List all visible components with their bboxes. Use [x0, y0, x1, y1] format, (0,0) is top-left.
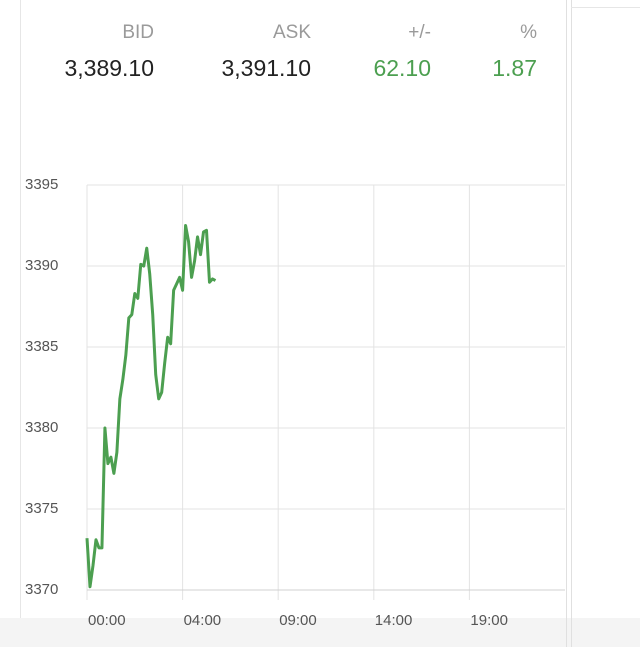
x-tick-label: 19:00: [470, 612, 508, 629]
quote-value: 1.87: [492, 55, 537, 81]
y-tick-label: 3375: [25, 500, 58, 517]
footer-band: [0, 618, 640, 647]
quote-value: 62.10: [373, 55, 431, 81]
x-tick-label: 14:00: [375, 612, 413, 629]
plot: 3370 3375 3380 3385 3390 3395 00:00 04:00 09:00 1…: [25, 176, 565, 629]
quote-label: ASK: [273, 22, 311, 43]
y-tick-label: 3385: [25, 338, 58, 355]
x-tick-label: 04:00: [184, 612, 222, 629]
quote-header: BID 3,389.10 ASK 3,391.10 +/- 62.10% 1.87: [64, 22, 537, 81]
x-tick-label: 09:00: [279, 612, 317, 629]
y-tick-label: 3390: [25, 257, 58, 274]
quote-value: 3,391.10: [221, 55, 311, 81]
y-tick-label: 3395: [25, 176, 58, 193]
y-tick-label: 3380: [25, 419, 58, 436]
x-tick-label: 00:00: [88, 612, 126, 629]
price-line: [85, 224, 217, 589]
quote-label: %: [520, 22, 537, 43]
quote-label: BID: [122, 22, 154, 43]
y-tick-label: 3370: [25, 581, 58, 598]
quote-value: 3,389.10: [64, 55, 154, 81]
quote-label: +/-: [408, 22, 431, 43]
